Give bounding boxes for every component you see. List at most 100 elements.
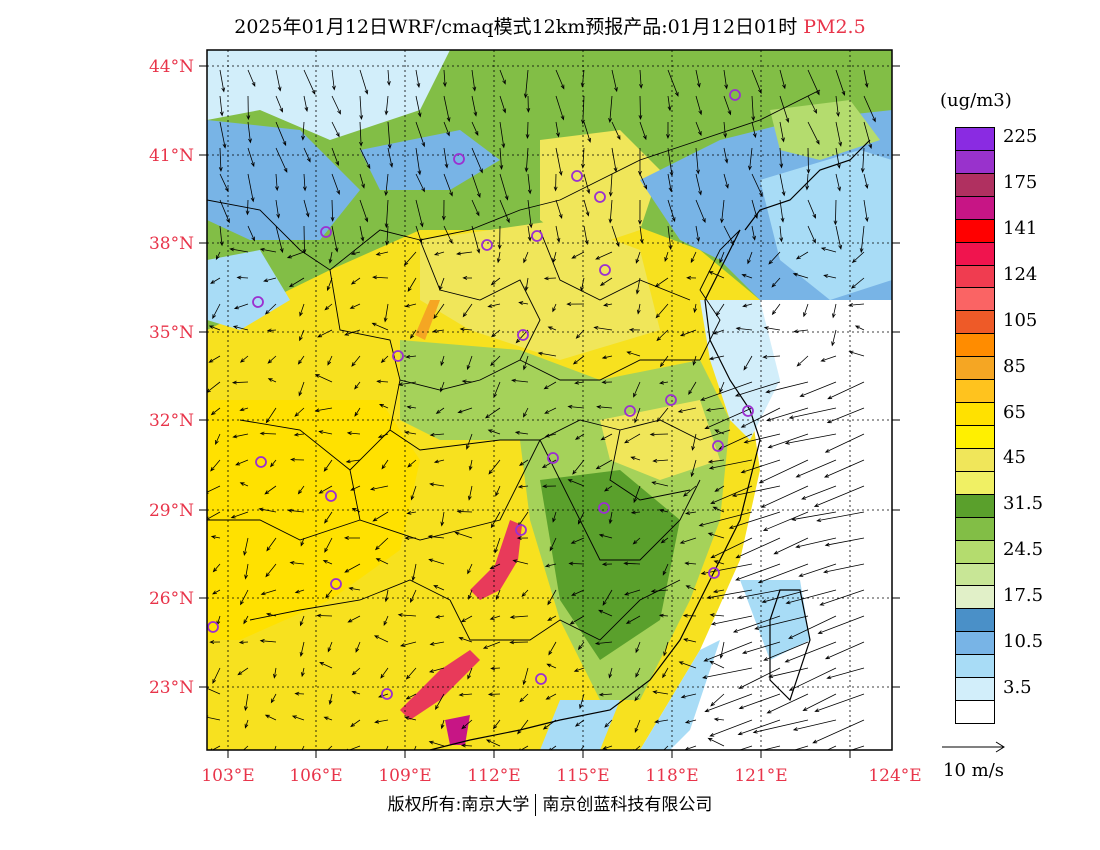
wind-arrow <box>758 459 809 484</box>
wind-arrow <box>440 355 445 367</box>
legend-bin <box>955 516 995 541</box>
wind-arrow <box>638 199 642 225</box>
wind-arrow <box>684 719 697 724</box>
wind-arrow <box>850 745 865 750</box>
wind-arrow <box>293 432 305 437</box>
wind-arrow <box>712 329 725 335</box>
wind-arrow <box>467 485 473 501</box>
wind-arrow <box>294 407 305 417</box>
legend-bin <box>955 539 995 564</box>
wind-arrow <box>384 199 389 229</box>
wind-arrow <box>723 69 729 90</box>
wind-arrow <box>863 199 869 223</box>
legend-label: 124 <box>1003 264 1038 285</box>
wind-arrow <box>719 641 725 659</box>
station-marker <box>712 440 724 452</box>
wind-arrow <box>517 484 529 489</box>
wind-arrow <box>779 225 784 243</box>
wind-arrow <box>490 277 501 286</box>
wind-arrow <box>571 251 585 259</box>
wind-arrow <box>707 532 725 539</box>
wind-arrow <box>683 638 697 643</box>
wind-arrow <box>623 561 641 566</box>
wind-vectors <box>207 69 876 750</box>
wind-arrow <box>595 251 613 260</box>
lon-label: 118°E <box>645 766 698 786</box>
wind-arrow <box>655 303 669 319</box>
wind-arrow <box>274 745 277 750</box>
legend-bin <box>955 493 995 518</box>
wind-arrow <box>634 719 641 733</box>
wind-arrow <box>383 615 389 626</box>
legend-label: 45 <box>1003 447 1026 469</box>
wind-arrow <box>240 589 249 606</box>
wind-arrow <box>499 69 506 85</box>
wind-arrow <box>806 147 811 174</box>
wind-arrow <box>525 121 530 140</box>
wind-arrow <box>239 407 249 412</box>
wind-arrow <box>667 225 673 251</box>
wind-arrow <box>380 667 389 679</box>
wind-arrow <box>489 615 501 620</box>
wind-arrow <box>807 95 818 114</box>
wind-arrow <box>299 615 305 627</box>
wind-arrow <box>719 381 725 394</box>
wind-arrow <box>574 433 585 440</box>
wind-arrow <box>264 714 277 721</box>
wind-arrow <box>499 121 506 149</box>
taiwan-outline <box>769 589 811 702</box>
wind-arrow <box>805 173 810 191</box>
wind-arrow <box>543 276 557 281</box>
legend-label: 85 <box>1003 355 1026 377</box>
wind-arrow <box>459 327 473 332</box>
wind-arrow <box>649 432 669 437</box>
wind-arrow <box>569 615 585 625</box>
wind-arrow <box>218 147 223 172</box>
wind-arrow <box>677 407 697 413</box>
wind-arrow <box>264 303 277 315</box>
wind-arrow <box>854 325 865 331</box>
wind-arrow <box>656 329 669 342</box>
wind-arrow <box>542 719 557 730</box>
wind-arrow <box>359 69 369 95</box>
wind-arrow <box>608 95 613 123</box>
wind-arrow <box>544 433 557 438</box>
wind-arrow <box>596 405 613 409</box>
wind-arrow <box>823 459 865 478</box>
station-marker <box>594 191 606 203</box>
legend-bin <box>955 677 995 702</box>
wind-arrow <box>547 326 557 331</box>
wind-arrow <box>467 563 473 575</box>
wind-arrow <box>788 615 837 639</box>
province-boundaries <box>207 89 821 641</box>
lat-label: 35°N <box>149 323 194 343</box>
wind-arrow <box>299 303 305 317</box>
wind-arrow <box>702 667 753 679</box>
wind-arrow <box>373 635 389 643</box>
wind-arrow <box>288 277 305 288</box>
wind-arrow <box>299 641 305 658</box>
wind-arrow <box>553 173 558 192</box>
wind-arrow <box>302 225 307 254</box>
wind-arrow <box>850 277 865 289</box>
wind-arrow <box>863 69 869 89</box>
wind-arrow <box>598 692 613 697</box>
wind-arrow <box>435 614 445 619</box>
copyright-right: 南京创蓝科技有限公司 <box>542 795 713 815</box>
wind-arrow <box>331 173 340 196</box>
wind-arrow <box>738 667 781 689</box>
wind-arrow <box>482 641 501 649</box>
wind-arrow <box>314 407 333 413</box>
wind-arrow <box>350 719 361 728</box>
wind-arrow <box>215 251 221 261</box>
lon-label: 106°E <box>289 766 342 786</box>
wind-arrow <box>611 69 618 93</box>
field-ne-paleblue <box>760 150 892 300</box>
wind-arrow <box>522 667 529 686</box>
wind-arrow <box>714 429 725 435</box>
wind-arrow <box>359 173 365 189</box>
field-taiwan-blue <box>740 580 810 660</box>
wind-arrow <box>751 69 762 95</box>
wind-arrow <box>567 404 585 409</box>
field-ne-green <box>770 100 880 160</box>
